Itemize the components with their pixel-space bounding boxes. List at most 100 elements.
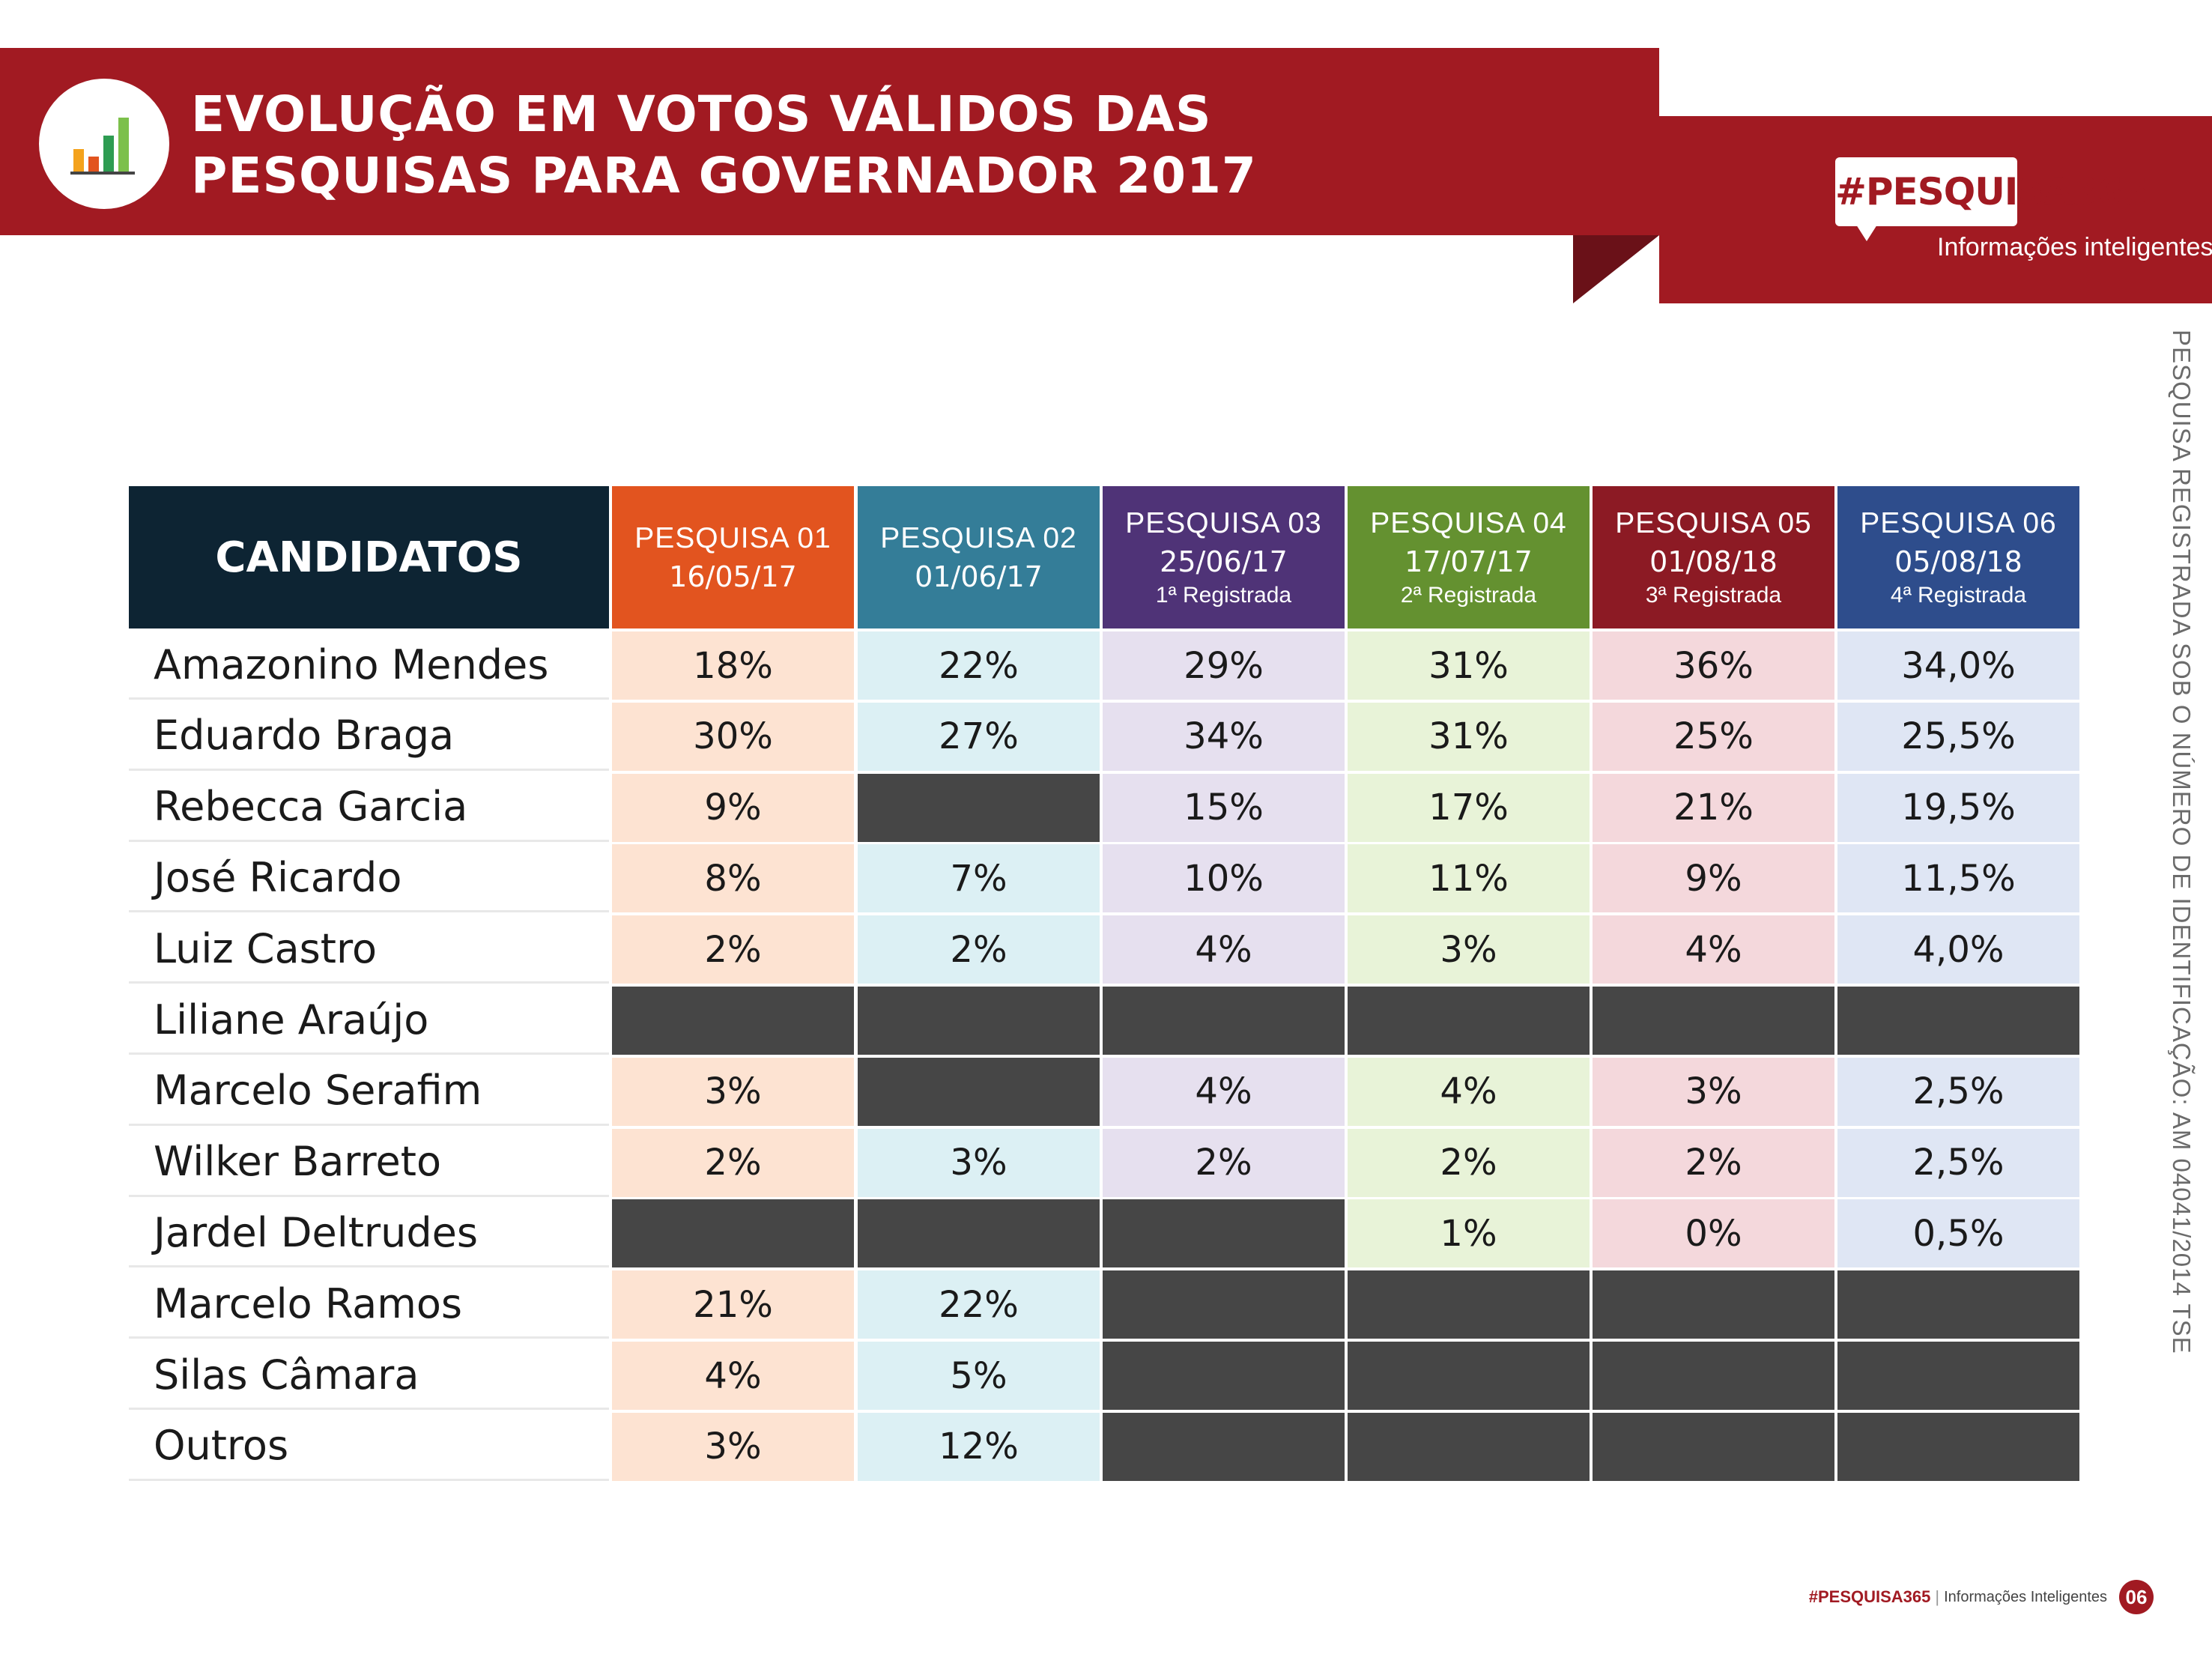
- value-cell: 3%: [612, 1412, 854, 1481]
- header-banner: [0, 48, 1659, 235]
- candidate-name: Eduardo Braga: [129, 703, 609, 771]
- value-cell: 34%: [1103, 702, 1345, 771]
- column-date: 01/08/18: [1649, 545, 1778, 578]
- candidate-name: Silas Câmara: [129, 1342, 609, 1410]
- column-title: PESQUISA 04: [1370, 507, 1567, 539]
- column-date: 25/06/17: [1160, 545, 1288, 578]
- column-note: 2ª Registrada: [1400, 583, 1537, 608]
- value-cell: 2,5%: [1837, 1128, 2079, 1197]
- candidate-name: Jardel Deltrudes: [129, 1199, 609, 1268]
- empty-cell: [858, 987, 1100, 1055]
- page-title: EVOLUÇÃO EM VOTOS VÁLIDOS DAS PESQUISAS …: [191, 84, 1257, 207]
- empty-cell: [858, 773, 1100, 842]
- column-title: PESQUISA 05: [1615, 507, 1812, 539]
- table-row: Amazonino Mendes 18% 22% 29% 31% 36% 34,0%: [129, 631, 2082, 700]
- column-header-3: PESQUISA 03 25/06/17 1ª Registrada: [1103, 486, 1345, 628]
- value-cell: 10%: [1103, 844, 1345, 913]
- logo: [39, 79, 169, 209]
- value-cell: 2%: [858, 915, 1100, 984]
- empty-cell: [1103, 1199, 1345, 1268]
- empty-cell: [1837, 987, 2079, 1055]
- registration-note: PESQUISA REGISTRADA SOB O NÚMERO DE IDEN…: [2167, 330, 2196, 1354]
- value-cell: 4%: [1103, 915, 1345, 984]
- column-title: PESQUISA 02: [880, 522, 1077, 554]
- value-cell: 2%: [1593, 1128, 1834, 1197]
- value-cell: 7%: [858, 844, 1100, 913]
- brand-tag: #PESQUISA365: [1835, 170, 2149, 213]
- footer-tag: #PESQUISA365: [1808, 1587, 1931, 1606]
- column-header-4: PESQUISA 04 17/07/17 2ª Registrada: [1348, 486, 1590, 628]
- empty-cell: [1837, 1342, 2079, 1410]
- value-cell: 11,5%: [1837, 844, 2079, 913]
- value-cell: 3%: [1348, 915, 1590, 984]
- value-cell: 31%: [1348, 702, 1590, 771]
- value-cell: 17%: [1348, 773, 1590, 842]
- value-cell: 27%: [858, 702, 1100, 771]
- table-row: José Ricardo 8% 7% 10% 11% 9% 11,5%: [129, 844, 2082, 913]
- value-cell: 25%: [1593, 702, 1834, 771]
- value-cell: 21%: [612, 1270, 854, 1339]
- column-note: 4ª Registrada: [1890, 583, 2027, 608]
- column-header-5: PESQUISA 05 01/08/18 3ª Registrada: [1593, 486, 1834, 628]
- value-cell: 25,5%: [1837, 702, 2079, 771]
- empty-cell: [858, 1057, 1100, 1126]
- footer: #PESQUISA365 | Informações Inteligentes …: [1808, 1580, 2154, 1614]
- empty-cell: [1103, 1270, 1345, 1339]
- banner-fold: [1573, 235, 1659, 303]
- brand-badge-notch: [1856, 225, 1877, 241]
- value-cell: 15%: [1103, 773, 1345, 842]
- value-cell: 4%: [1348, 1057, 1590, 1126]
- candidate-name: Rebecca Garcia: [129, 774, 609, 842]
- value-cell: 21%: [1593, 773, 1834, 842]
- value-cell: 4%: [1593, 915, 1834, 984]
- candidate-name: Amazonino Mendes: [129, 631, 609, 700]
- candidate-name: José Ricardo: [129, 844, 609, 913]
- column-header-2: PESQUISA 02 01/06/17: [858, 486, 1100, 628]
- empty-cell: [1593, 1342, 1834, 1410]
- value-cell: 18%: [612, 631, 854, 700]
- column-date: 05/08/18: [1894, 545, 2022, 578]
- brand-subtitle: Informações inteligentes: [1937, 233, 2212, 261]
- value-cell: 2%: [1103, 1128, 1345, 1197]
- candidates-header: CANDIDATOS: [129, 486, 609, 628]
- value-cell: 2%: [1348, 1128, 1590, 1197]
- value-cell: 31%: [1348, 631, 1590, 700]
- table-row: Liliane Araújo: [129, 987, 2082, 1055]
- empty-cell: [612, 987, 854, 1055]
- empty-cell: [612, 1199, 854, 1268]
- value-cell: 22%: [858, 631, 1100, 700]
- brand-badge: #PESQUISA365: [1835, 157, 2149, 226]
- empty-cell: [858, 1199, 1100, 1268]
- title-line-2: PESQUISAS PARA GOVERNADOR 2017: [191, 147, 1257, 205]
- column-header-6: PESQUISA 06 05/08/18 4ª Registrada: [1837, 486, 2079, 628]
- value-cell: 4,0%: [1837, 915, 2079, 984]
- table-row: Wilker Barreto 2% 3% 2% 2% 2% 2,5%: [129, 1128, 2082, 1197]
- value-cell: 4%: [612, 1342, 854, 1410]
- table-row: Outros 3% 12%: [129, 1412, 2082, 1481]
- column-date: 17/07/17: [1405, 545, 1533, 578]
- registration-note-text: PESQUISA REGISTRADA SOB O NÚMERO DE IDEN…: [2168, 330, 2196, 1354]
- table-row: Luiz Castro 2% 2% 4% 3% 4% 4,0%: [129, 915, 2082, 984]
- value-cell: 12%: [858, 1412, 1100, 1481]
- empty-cell: [1593, 1412, 1834, 1481]
- column-date: 16/05/17: [669, 560, 797, 593]
- value-cell: 2%: [612, 915, 854, 984]
- value-cell: 11%: [1348, 844, 1590, 913]
- candidate-name: Liliane Araújo: [129, 987, 609, 1055]
- empty-cell: [1103, 1342, 1345, 1410]
- value-cell: 0%: [1593, 1199, 1834, 1268]
- candidate-name: Marcelo Serafim: [129, 1058, 609, 1126]
- value-cell: 34,0%: [1837, 631, 2079, 700]
- value-cell: 1%: [1348, 1199, 1590, 1268]
- empty-cell: [1348, 1342, 1590, 1410]
- candidate-name: Outros: [129, 1413, 609, 1481]
- footer-subtitle: Informações Inteligentes: [1944, 1588, 2107, 1605]
- empty-cell: [1348, 987, 1590, 1055]
- value-cell: 4%: [1103, 1057, 1345, 1126]
- value-cell: 3%: [612, 1057, 854, 1126]
- value-cell: 9%: [1593, 844, 1834, 913]
- table-row: Marcelo Ramos 21% 22%: [129, 1270, 2082, 1339]
- value-cell: 22%: [858, 1270, 1100, 1339]
- candidate-name: Wilker Barreto: [129, 1129, 609, 1197]
- footer-separator: |: [1935, 1587, 1940, 1606]
